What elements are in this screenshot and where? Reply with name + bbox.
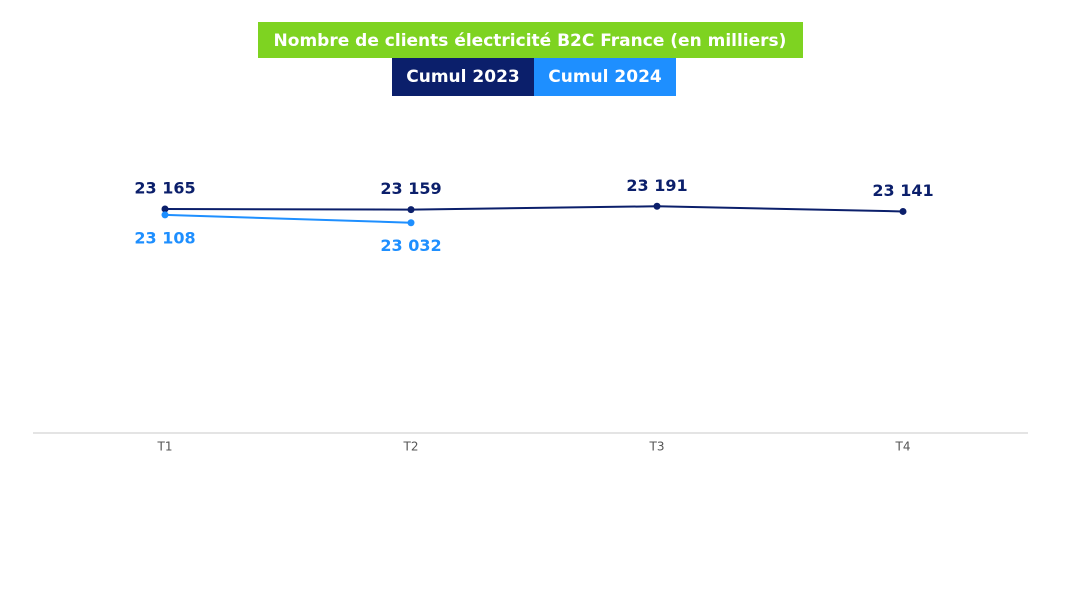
data-label: 23 141 <box>872 181 933 200</box>
data-point <box>407 219 415 227</box>
title-box <box>258 22 803 58</box>
data-point <box>653 202 661 210</box>
data-label: 23 165 <box>134 178 195 197</box>
chart-title: Nombre de clients électricité B2C France… <box>274 31 787 51</box>
data-point <box>161 211 169 219</box>
data-point <box>899 207 907 215</box>
data-label: 23 032 <box>380 236 441 255</box>
legend-swatch <box>392 58 534 96</box>
x-tick-label: T2 <box>403 440 419 454</box>
data-label: 23 159 <box>380 179 441 198</box>
x-tick-label: T1 <box>157 440 173 454</box>
x-tick-label: T4 <box>895 440 911 454</box>
series-line <box>164 213 412 224</box>
data-label: 23 191 <box>626 176 687 195</box>
data-point <box>161 205 169 213</box>
legend-label: Cumul 2023 <box>406 67 519 87</box>
legend-label: Cumul 2024 <box>548 67 662 87</box>
series-line <box>164 205 904 213</box>
data-label: 23 108 <box>134 228 195 247</box>
legend-swatch <box>534 58 676 96</box>
data-point <box>407 206 415 214</box>
x-tick-label: T3 <box>649 440 665 454</box>
